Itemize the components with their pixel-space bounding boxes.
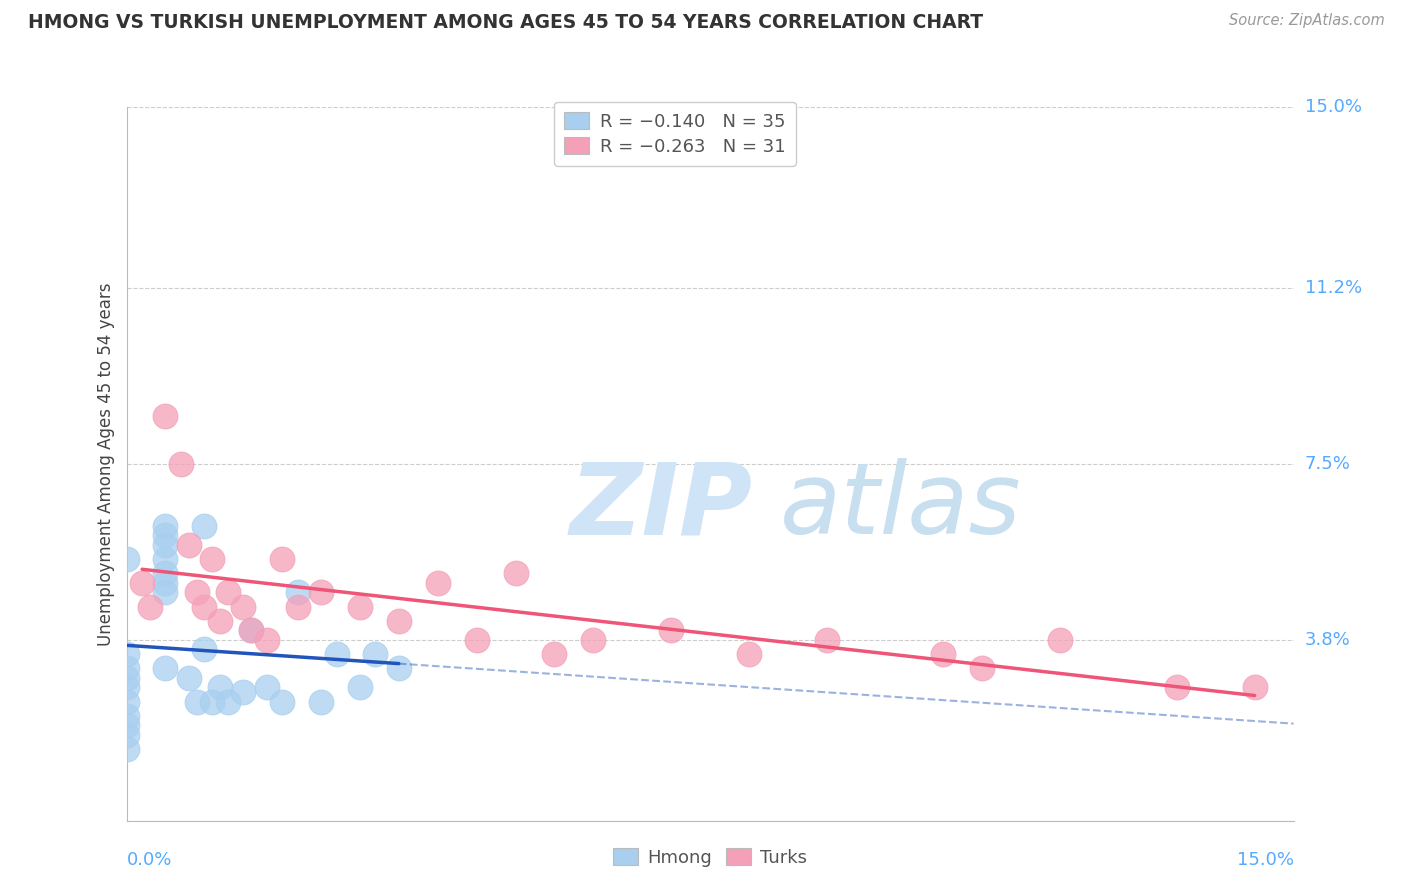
Point	[155, 661, 177, 675]
Point	[139, 599, 162, 614]
Point	[426, 575, 449, 590]
Point	[388, 614, 411, 628]
Point	[240, 624, 263, 638]
Text: ZIP: ZIP	[569, 458, 754, 555]
Point	[815, 632, 838, 647]
Point	[505, 566, 527, 581]
Point	[287, 599, 309, 614]
Point	[738, 647, 761, 661]
Point	[271, 552, 294, 566]
Point	[115, 695, 138, 709]
Point	[115, 681, 138, 695]
Text: 3.8%: 3.8%	[1305, 631, 1350, 648]
Point	[115, 718, 138, 732]
Point	[388, 661, 411, 675]
Text: atlas: atlas	[780, 458, 1022, 555]
Point	[155, 552, 177, 566]
Point	[115, 728, 138, 742]
Point	[972, 661, 994, 675]
Point	[465, 632, 488, 647]
Text: 7.5%: 7.5%	[1305, 455, 1351, 473]
Point	[256, 681, 278, 695]
Point	[186, 585, 208, 599]
Point	[186, 695, 208, 709]
Point	[325, 647, 347, 661]
Point	[659, 624, 682, 638]
Point	[193, 642, 215, 657]
Legend: Hmong, Turks: Hmong, Turks	[603, 839, 817, 876]
Point	[271, 695, 294, 709]
Point	[309, 695, 332, 709]
Point	[349, 599, 371, 614]
Point	[115, 742, 138, 756]
Point	[115, 671, 138, 685]
Point	[155, 409, 177, 424]
Point	[232, 685, 254, 699]
Text: Source: ZipAtlas.com: Source: ZipAtlas.com	[1229, 13, 1385, 29]
Point	[170, 457, 193, 471]
Point	[115, 709, 138, 723]
Point	[115, 552, 138, 566]
Text: 15.0%: 15.0%	[1236, 851, 1294, 869]
Point	[208, 614, 231, 628]
Point	[155, 538, 177, 552]
Point	[240, 624, 263, 638]
Point	[155, 566, 177, 581]
Point	[1243, 681, 1265, 695]
Point	[177, 671, 200, 685]
Point	[193, 518, 215, 533]
Point	[543, 647, 565, 661]
Point	[201, 695, 224, 709]
Point	[155, 585, 177, 599]
Point	[349, 681, 371, 695]
Point	[115, 647, 138, 661]
Point	[287, 585, 309, 599]
Text: 11.2%: 11.2%	[1305, 279, 1362, 297]
Point	[155, 575, 177, 590]
Point	[208, 681, 231, 695]
Point	[217, 585, 239, 599]
Point	[1049, 632, 1071, 647]
Text: 0.0%: 0.0%	[127, 851, 172, 869]
Point	[201, 552, 224, 566]
Point	[177, 538, 200, 552]
Y-axis label: Unemployment Among Ages 45 to 54 years: Unemployment Among Ages 45 to 54 years	[97, 282, 115, 646]
Point	[309, 585, 332, 599]
Point	[193, 599, 215, 614]
Text: HMONG VS TURKISH UNEMPLOYMENT AMONG AGES 45 TO 54 YEARS CORRELATION CHART: HMONG VS TURKISH UNEMPLOYMENT AMONG AGES…	[28, 13, 983, 32]
Point	[582, 632, 605, 647]
Point	[155, 518, 177, 533]
Text: 15.0%: 15.0%	[1305, 98, 1361, 116]
Point	[232, 599, 254, 614]
Point	[364, 647, 387, 661]
Point	[1166, 681, 1188, 695]
Point	[932, 647, 955, 661]
Point	[115, 661, 138, 675]
Point	[217, 695, 239, 709]
Point	[256, 632, 278, 647]
Point	[155, 528, 177, 542]
Point	[131, 575, 153, 590]
